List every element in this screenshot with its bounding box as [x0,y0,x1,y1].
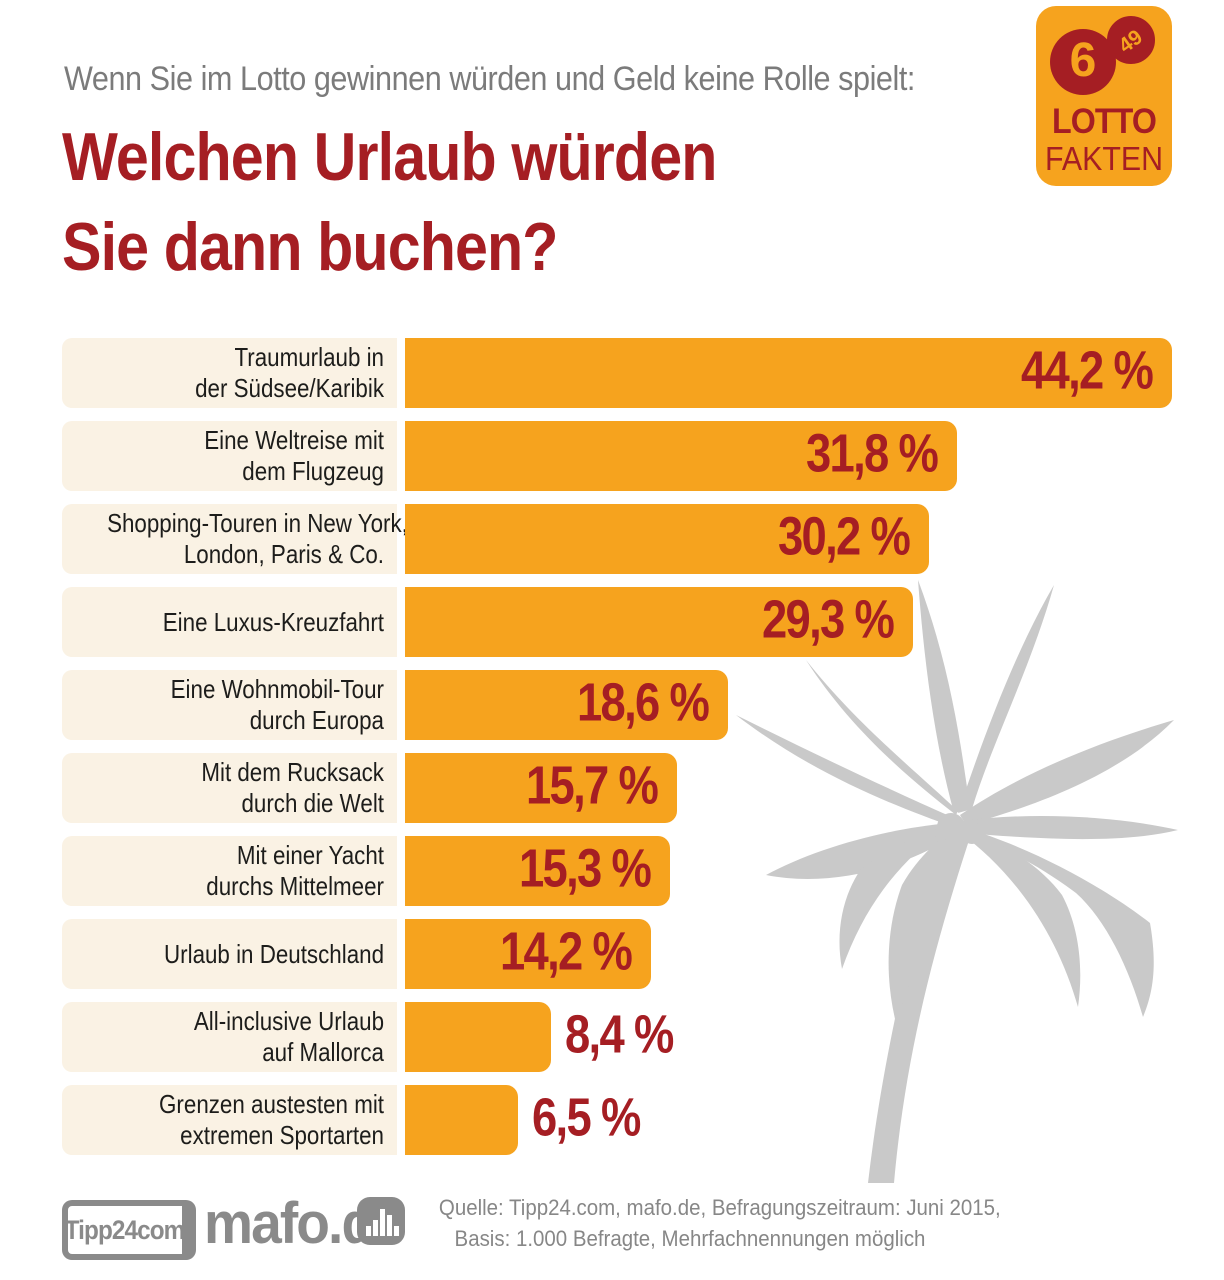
bar-row: Mit dem Rucksack durch die Welt 15,7 % [62,753,1192,823]
value-label: 15,3 % [519,838,652,899]
lotto-ball-6-icon: 6 [1050,29,1116,95]
category-label: Shopping-Touren in New York, London, Pari… [62,504,408,574]
bar-row: Eine Wohnmobil-Tour durch Europa 18,6 % [62,670,1192,740]
kicker-text: Wenn Sie im Lotto gewinnen würden und Ge… [64,60,915,98]
category-label: Urlaub in Deutschland [62,919,397,989]
badge-word-lotto: LOTTO [1052,102,1157,141]
bar-row: Urlaub in Deutschland 14,2 % [62,919,1192,989]
bar: 15,7 % [405,753,678,823]
category-label: All-inclusive Urlaub auf Mallorca [62,1002,397,1072]
category-label: Eine Luxus-Kreuzfahrt [62,587,397,657]
badge-word-fakten: FAKTEN [1044,140,1164,177]
value-label: 31,8 % [805,423,939,484]
value-label: 15,7 % [526,755,659,816]
mafo-barchart-icon [357,1197,405,1245]
page-title: Welchen Urlaub würden Sie dann buchen? [62,112,717,292]
bar: 6,5 % [405,1085,641,1155]
footer: Tipp24com mafo.de Quelle: Tipp24.com, ma… [0,1188,1224,1268]
category-label: Mit einer Yacht durchs Mittelmeer [62,836,397,906]
lotto-fakten-badge: 49 6 LOTTO FAKTEN [1036,6,1172,186]
bar-chart: Traumurlaub in der Südsee/Karibik 44,2 % … [62,338,1192,1168]
tipp24-logo-text: Tipp24com [65,1214,186,1245]
value-label: 14,2 % [500,921,633,982]
bar-row: Shopping-Touren in New York, London, Pari… [62,504,1192,574]
category-label: Traumurlaub in der Südsee/Karibik [62,338,397,408]
bar: 18,6 % [405,670,728,740]
category-label: Grenzen austesten mit extremen Sportarten [62,1085,397,1155]
bar-row: Eine Luxus-Kreuzfahrt 29,3 % [62,587,1192,657]
category-label: Mit dem Rucksack durch die Welt [62,753,397,823]
bar: 15,3 % [405,836,671,906]
title-line-2: Sie dann buchen? [62,209,558,285]
bar: 29,3 % [405,587,914,657]
value-label: 29,3 % [762,589,895,650]
bar-row: Traumurlaub in der Südsee/Karibik 44,2 % [62,338,1192,408]
source-note: Quelle: Tipp24.com, mafo.de, Befragungsz… [438,1192,1001,1254]
bar: 14,2 % [405,919,652,989]
bar-row: Grenzen austesten mit extremen Sportarten… [62,1085,1192,1155]
title-line-1: Welchen Urlaub würden [62,119,717,195]
value-label: 44,2 % [1020,340,1154,401]
bar: 44,2 % [405,338,1172,408]
bar: 8,4 % [405,1002,674,1072]
tipp24-logo: Tipp24com [62,1200,196,1260]
value-label: 30,2 % [777,506,911,567]
bar: 31,8 % [405,421,957,491]
value-label: 8,4 % [564,1004,674,1065]
value-label: 18,6 % [576,672,710,733]
category-label: Eine Wohnmobil-Tour durch Europa [62,670,397,740]
source-line-1: Quelle: Tipp24.com, mafo.de, Befragungsz… [438,1195,1001,1220]
value-label: 6,5 % [531,1087,641,1148]
source-line-2: Basis: 1.000 Befragte, Mehrfachnennungen… [454,1226,926,1251]
bar-row: Mit einer Yacht durchs Mittelmeer 15,3 % [62,836,1192,906]
bar: 30,2 % [405,504,929,574]
bar-row: Eine Weltreise mit dem Flugzeug 31,8 % [62,421,1192,491]
palm-tree-graphic [736,580,1178,1183]
bar-row: All-inclusive Urlaub auf Mallorca 8,4 % [62,1002,1192,1072]
category-label: Eine Weltreise mit dem Flugzeug [62,421,397,491]
